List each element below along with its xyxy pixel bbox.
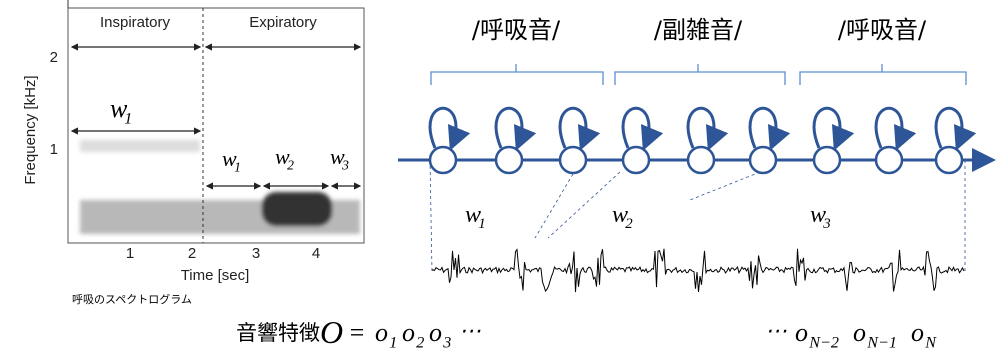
state <box>430 147 456 173</box>
formula-term: o <box>375 318 388 347</box>
self-loop <box>876 108 902 148</box>
formula-term-sub: N <box>924 335 937 352</box>
state <box>936 147 962 173</box>
formula-equals: = <box>348 318 366 347</box>
self-loop <box>560 108 586 148</box>
formula-ellipsis: ⋯ <box>765 318 787 343</box>
x-tick-label: 1 <box>126 245 134 262</box>
formula-ellipsis: ⋯ <box>459 318 481 343</box>
state <box>750 147 776 173</box>
caption: 呼吸のスペクトログラム <box>72 292 192 306</box>
state <box>623 147 649 173</box>
phase-label: Expiratory <box>249 14 317 31</box>
x-tick-label: 3 <box>252 245 260 262</box>
segment-label-sub: 3 <box>341 158 349 173</box>
spectrogram: Inspiratory Expiratory Frequency [kHz] 2… <box>22 0 364 306</box>
y-tick-label: 1 <box>50 141 58 158</box>
x-tick-label: 4 <box>312 245 320 262</box>
y-tick-label: 2 <box>50 49 58 66</box>
self-loop <box>814 108 840 148</box>
x-axis-label: Time [sec] <box>181 267 250 284</box>
x-tick-label: 2 <box>188 245 196 262</box>
state <box>876 147 902 173</box>
diagram: Inspiratory Expiratory Frequency [kHz] 2… <box>0 0 1001 358</box>
formula-symbol: O <box>320 314 343 350</box>
state <box>496 147 522 173</box>
self-loop <box>750 108 776 148</box>
brackets <box>431 64 966 85</box>
hmm: /呼吸音/ /副雑音/ /呼吸音/ <box>398 16 993 292</box>
word-label-sub: 2 <box>625 216 633 232</box>
segment-label-sub: 1 <box>124 111 132 128</box>
formula-term: o <box>795 318 808 347</box>
segment-label-sub: 2 <box>287 158 294 173</box>
alignment-lines <box>430 160 965 272</box>
formula-term-sub: 2 <box>416 335 424 352</box>
self-loop <box>936 108 962 148</box>
state <box>814 147 840 173</box>
phase-label: Inspiratory <box>100 14 171 31</box>
formula-term-sub: 1 <box>389 335 397 352</box>
formula-term-sub: N−1 <box>866 335 897 352</box>
group-label: /呼吸音/ <box>472 16 561 44</box>
y-axis-label: Frequency [kHz] <box>22 75 39 184</box>
segment-label-sub: 1 <box>234 160 241 175</box>
word-label-sub: 1 <box>478 216 485 232</box>
self-loop <box>623 108 649 148</box>
formula-term-sub: 3 <box>442 335 451 352</box>
self-loop <box>496 108 522 148</box>
formula-term: o <box>911 318 924 347</box>
self-loop <box>430 108 456 148</box>
group-label: /呼吸音/ <box>838 16 927 44</box>
formula-term: o <box>429 318 442 347</box>
group-label: /副雑音/ <box>654 16 743 44</box>
formula-term: o <box>853 318 866 347</box>
self-loop <box>688 108 714 148</box>
waveform <box>432 249 964 292</box>
page: {"spectrogram":{"phases":["Inspiratory",… <box>0 0 1001 358</box>
word-label-sub: 3 <box>822 216 830 232</box>
formula-label: 音響特徴 <box>236 321 320 345</box>
formula-term: o <box>402 318 415 347</box>
state <box>560 147 586 173</box>
state <box>688 147 714 173</box>
formula-term-sub: N−2 <box>808 335 839 352</box>
